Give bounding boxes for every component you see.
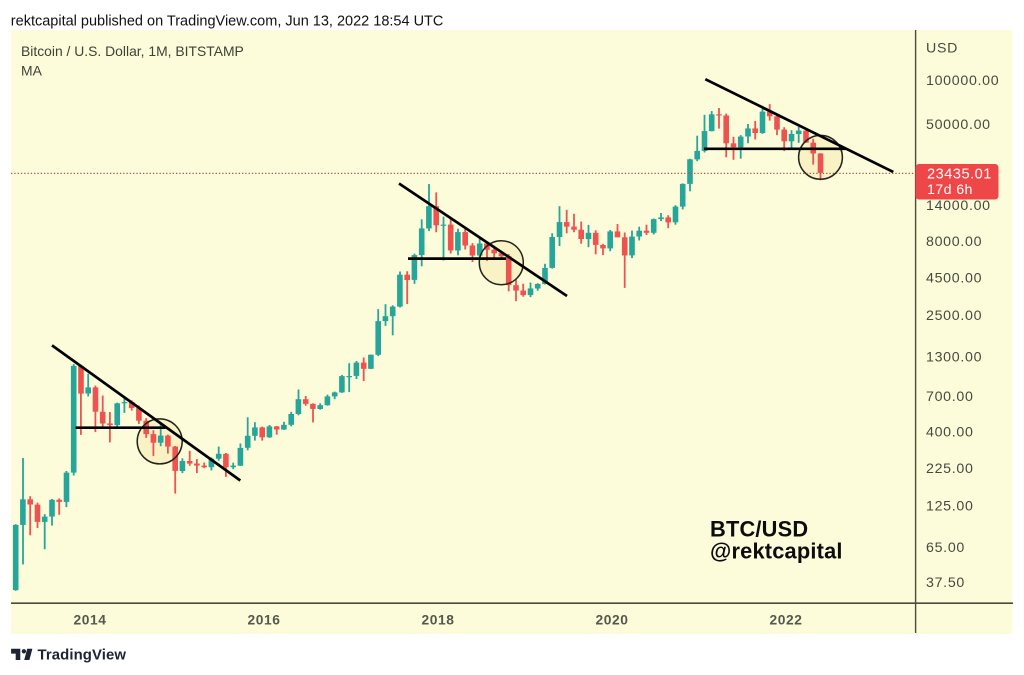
svg-text:400.00: 400.00 xyxy=(926,425,974,441)
svg-text:65.00: 65.00 xyxy=(926,540,965,556)
svg-text:2018: 2018 xyxy=(421,613,454,628)
svg-text:4500.00: 4500.00 xyxy=(926,270,982,286)
svg-text:TradingView: TradingView xyxy=(38,648,127,664)
svg-text:@rektcapital: @rektcapital xyxy=(710,538,843,563)
svg-text:2014: 2014 xyxy=(73,613,106,628)
svg-text:BTC/USD: BTC/USD xyxy=(710,517,808,542)
svg-text:8000.00: 8000.00 xyxy=(926,234,982,250)
svg-text:17d 6h: 17d 6h xyxy=(927,182,973,198)
svg-text:37.50: 37.50 xyxy=(926,575,965,591)
svg-text:2500.00: 2500.00 xyxy=(926,308,982,324)
svg-text:2016: 2016 xyxy=(247,613,280,628)
svg-text:23435.01: 23435.01 xyxy=(927,167,992,183)
svg-text:rektcapital published on Tradi: rektcapital published on TradingView.com… xyxy=(11,14,444,30)
svg-text:2020: 2020 xyxy=(595,613,628,628)
svg-text:1300.00: 1300.00 xyxy=(926,350,982,366)
svg-text:14000.00: 14000.00 xyxy=(926,198,991,214)
svg-text:225.00: 225.00 xyxy=(926,461,974,477)
svg-text:USD: USD xyxy=(926,41,958,57)
svg-text:100000.00: 100000.00 xyxy=(926,73,999,89)
svg-text:700.00: 700.00 xyxy=(926,389,974,405)
svg-text:MA: MA xyxy=(21,63,43,79)
svg-text:Bitcoin / U.S. Dollar, 1M, BIT: Bitcoin / U.S. Dollar, 1M, BITSTAMP xyxy=(21,43,244,59)
svg-text:50000.00: 50000.00 xyxy=(926,117,991,133)
svg-text:125.00: 125.00 xyxy=(926,499,974,515)
svg-text:2022: 2022 xyxy=(769,613,802,628)
